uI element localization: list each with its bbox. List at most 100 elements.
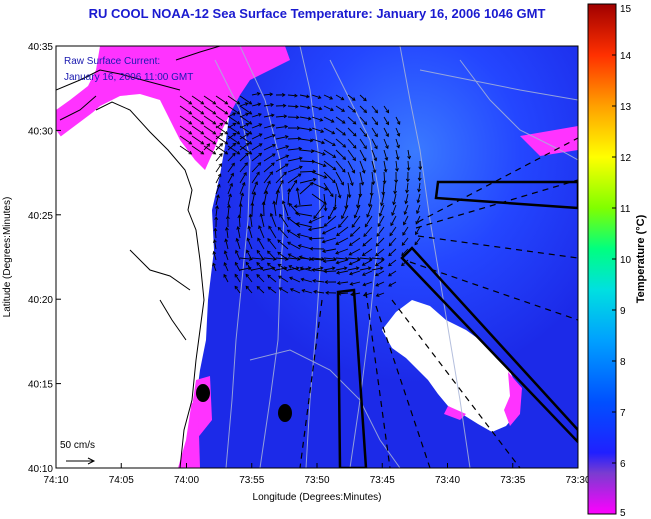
current-vector-head xyxy=(279,213,283,218)
current-vector-head xyxy=(285,257,289,261)
surface-current-vectors xyxy=(179,91,423,297)
current-vector xyxy=(251,113,262,118)
current-vector xyxy=(405,193,409,204)
current-vector-head xyxy=(236,150,241,155)
current-vector xyxy=(362,281,373,286)
current-vector xyxy=(350,226,361,237)
current-vector-head xyxy=(417,188,421,193)
current-vector-head xyxy=(248,120,253,125)
current-vector xyxy=(311,105,322,110)
current-vector-head xyxy=(321,239,326,244)
current-vector-head xyxy=(257,162,262,166)
x-tick-label: 74:10 xyxy=(43,475,68,486)
current-vector-head xyxy=(415,231,419,236)
current-vector-head xyxy=(248,130,253,135)
current-vector xyxy=(287,173,302,184)
current-vector xyxy=(349,237,361,246)
current-vector-head xyxy=(331,266,336,271)
current-vector xyxy=(239,267,251,271)
current-vector xyxy=(278,263,289,272)
current-vector xyxy=(323,171,336,183)
current-vector-head xyxy=(381,257,385,261)
current-vector-head xyxy=(232,152,236,157)
current-vector xyxy=(395,160,398,172)
current-vector-head xyxy=(295,266,300,271)
current-vector-head xyxy=(363,97,367,102)
current-vector xyxy=(287,217,301,228)
current-vector-head xyxy=(212,250,217,255)
current-vector xyxy=(359,257,372,260)
current-vector-head xyxy=(241,181,246,186)
current-vector-head xyxy=(341,108,346,112)
current-vector xyxy=(347,105,356,113)
current-vector-head xyxy=(297,244,302,248)
current-vector-head xyxy=(323,223,328,227)
current-vector-head xyxy=(267,180,271,185)
current-vector-head xyxy=(277,239,281,244)
current-vector xyxy=(359,149,367,161)
current-vector-head xyxy=(340,96,345,101)
current-vector-head xyxy=(406,167,411,172)
radial-dashed-lines xyxy=(299,137,578,468)
current-vector-head xyxy=(338,224,342,228)
current-vector xyxy=(347,138,357,149)
current-vector-head xyxy=(298,146,303,151)
current-vector-head xyxy=(188,130,193,135)
current-vector xyxy=(239,203,242,217)
current-vector-head xyxy=(295,104,299,109)
current-vector-head xyxy=(348,261,353,266)
current-vector-head xyxy=(363,121,368,126)
current-vector-head xyxy=(332,179,336,184)
current-vector xyxy=(299,182,313,195)
current-vector-head xyxy=(257,237,261,242)
current-vector xyxy=(323,257,336,260)
current-vector-head xyxy=(330,119,335,123)
current-vector-head xyxy=(322,152,326,156)
current-vector xyxy=(239,95,252,105)
current-vector-head xyxy=(323,269,328,274)
current-vector-head xyxy=(258,112,262,117)
current-vector xyxy=(335,160,346,173)
current-vector-head xyxy=(283,114,288,119)
current-vector xyxy=(191,115,204,125)
current-vector-head xyxy=(380,202,384,207)
current-vector xyxy=(226,227,229,239)
current-vector-head xyxy=(329,96,334,100)
current-vector-head xyxy=(223,261,228,266)
current-vector xyxy=(267,274,277,283)
current-vector-head xyxy=(343,266,348,271)
current-vector xyxy=(347,94,356,101)
current-vector xyxy=(191,95,204,105)
current-vector-head xyxy=(378,212,383,217)
current-vector-head xyxy=(232,122,237,127)
current-vector xyxy=(323,105,334,111)
current-vector-head xyxy=(231,162,235,167)
current-vector-head xyxy=(258,152,263,157)
current-vector xyxy=(270,213,277,228)
current-vector-head xyxy=(286,216,291,221)
current-vector-head xyxy=(348,251,353,256)
current-vector-head xyxy=(329,193,334,198)
current-vector xyxy=(215,184,221,195)
current-vector xyxy=(277,239,289,250)
current-vector xyxy=(227,105,240,115)
current-vector-head xyxy=(269,212,274,217)
current-vector-head xyxy=(245,112,250,117)
current-vector-head xyxy=(301,288,306,293)
current-vector xyxy=(347,267,359,271)
current-vector xyxy=(347,160,355,174)
current-vector-head xyxy=(188,110,193,115)
current-vector-head xyxy=(417,177,422,182)
current-vector-head xyxy=(389,232,393,237)
current-vector xyxy=(299,116,311,120)
current-vector xyxy=(335,257,348,260)
current-vector xyxy=(213,239,217,250)
x-tick-label: 74:00 xyxy=(174,475,199,486)
current-vector xyxy=(215,143,223,151)
current-vector xyxy=(359,105,367,113)
current-vector xyxy=(239,102,248,107)
current-vector-head xyxy=(218,163,222,167)
current-vector xyxy=(390,215,397,226)
x-tick-label: 73:35 xyxy=(500,475,525,486)
current-vector xyxy=(282,200,289,217)
